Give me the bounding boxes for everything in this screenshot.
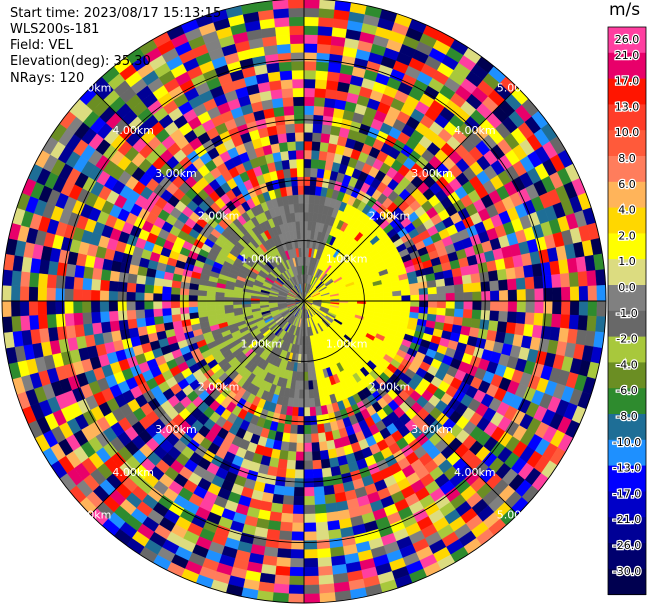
colorbar-tick-label: 17.0 bbox=[615, 75, 640, 88]
colorbar-tick-label: 10.0 bbox=[615, 126, 640, 139]
colorbar-tick-label: -4.0 bbox=[616, 358, 637, 371]
colorbar-tick-label: 8.0 bbox=[618, 152, 636, 165]
radar-gates bbox=[1, 0, 607, 604]
colorbar-tick-label: -6.0 bbox=[616, 384, 637, 397]
colorbar-tick-label: -8.0 bbox=[616, 410, 637, 423]
colorbar-tick-label: -13.0 bbox=[613, 462, 641, 475]
colorbar-tick-label: -2.0 bbox=[616, 333, 637, 346]
colorbar-tick-label: 6.0 bbox=[618, 178, 636, 191]
colorbar-tick-label: 21.0 bbox=[615, 49, 640, 62]
colorbar-tick-label: -17.0 bbox=[613, 487, 641, 500]
colorbar-tick-label: -10.0 bbox=[613, 436, 641, 449]
colorbar-tick-label: -1.0 bbox=[616, 307, 637, 320]
colorbar-tick-label: -26.0 bbox=[613, 539, 641, 552]
colorbar-tick-label: 2.0 bbox=[618, 229, 636, 242]
colorbar-tick-label: 26.0 bbox=[615, 33, 640, 46]
colorbar-tick-label: 13.0 bbox=[615, 100, 640, 113]
colorbar-tick-label: -21.0 bbox=[613, 513, 641, 526]
colorbar-tick-label: 1.0 bbox=[618, 255, 636, 268]
colorbar-tick-label: 4.0 bbox=[618, 204, 636, 217]
colorbar-tick-label: 0.0 bbox=[618, 281, 636, 294]
colorbar-tick-label: -30.0 bbox=[613, 565, 641, 578]
